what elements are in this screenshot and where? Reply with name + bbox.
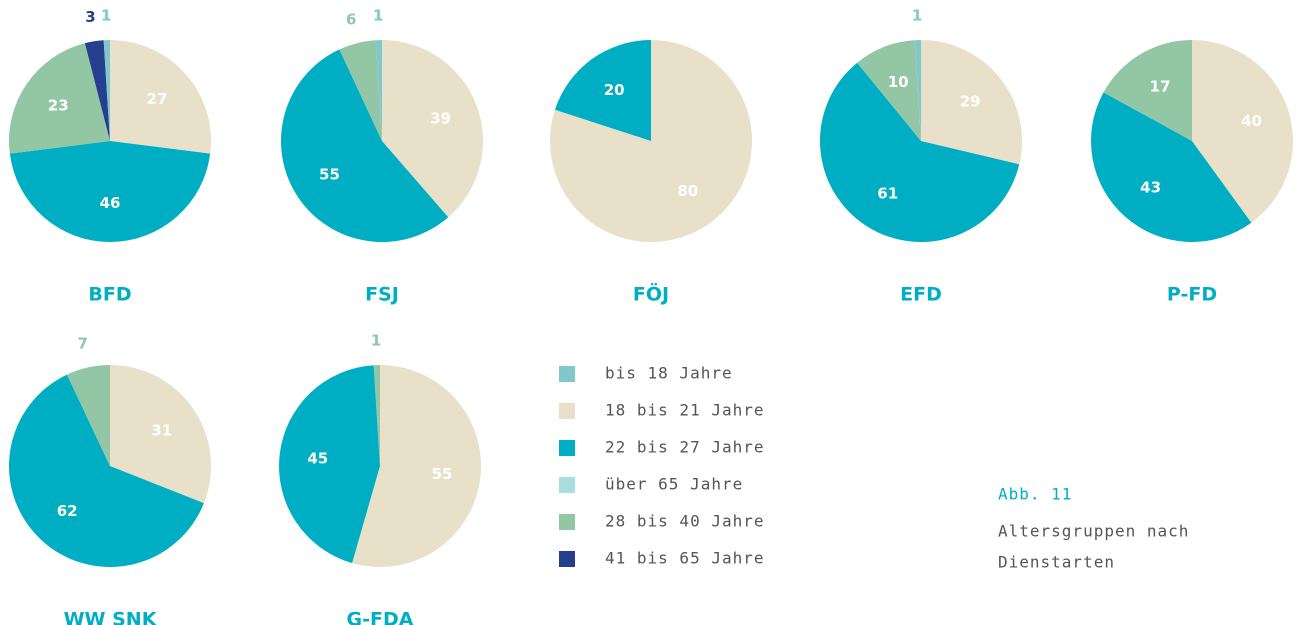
- slice-label: 1: [373, 7, 383, 25]
- pie-slice: [339, 40, 382, 141]
- slice-label: 7: [78, 335, 88, 353]
- pie-slice: [8, 43, 110, 154]
- pie-slice: [820, 62, 1020, 242]
- pie-slice: [1091, 92, 1252, 243]
- pie-title: WW SNK: [64, 609, 158, 625]
- pie-title: BFD: [88, 284, 131, 306]
- legend-swatch: [559, 366, 575, 382]
- slice-label: 3: [85, 8, 95, 26]
- slice-label: 6: [346, 10, 356, 28]
- pie-title: FSJ: [365, 284, 399, 306]
- slice-label: 1: [371, 332, 381, 350]
- pie-slice: [352, 365, 481, 567]
- caption-label: Abb. 11: [998, 485, 1072, 504]
- pie-title: FÖJ: [633, 282, 669, 306]
- pie-slice: [382, 40, 483, 218]
- legend-swatch: [559, 403, 575, 419]
- pie-slice: [110, 365, 211, 504]
- pie-title: P-FD: [1167, 284, 1217, 306]
- slice-label: 10: [888, 73, 909, 91]
- legend-label: über 65 Jahre: [605, 475, 743, 494]
- pie-slice: [280, 49, 449, 243]
- pie-title: G-FDA: [347, 609, 414, 625]
- pie-slice: [103, 40, 110, 141]
- pie-slice: [375, 40, 382, 141]
- slice-label: 1: [101, 7, 111, 25]
- pie-slice: [278, 365, 380, 564]
- pie-slice: [554, 40, 651, 141]
- slice-label: 39: [430, 110, 451, 128]
- slice-label: 45: [307, 450, 328, 468]
- slice-label: 43: [1140, 178, 1161, 196]
- caption-line: Altersgruppen nach: [998, 522, 1189, 541]
- pie-slice: [66, 365, 110, 466]
- slice-label: 20: [604, 81, 625, 99]
- slice-label: 40: [1241, 112, 1262, 130]
- slice-label: 61: [877, 185, 898, 203]
- pie-slice: [921, 40, 1022, 165]
- legend-swatch: [559, 477, 575, 493]
- slice-label: 31: [151, 421, 172, 439]
- pie-slice: [8, 374, 204, 567]
- legend-label: bis 18 Jahre: [605, 364, 733, 383]
- pie-title: EFD: [900, 284, 942, 306]
- pie-slice: [1192, 40, 1294, 223]
- slice-label: 80: [677, 182, 698, 200]
- legend-label: 18 bis 21 Jahre: [605, 401, 765, 420]
- slice-label: 1: [912, 7, 922, 25]
- legend-swatch: [559, 440, 575, 456]
- pie-slice: [110, 40, 212, 154]
- pie-slice: [84, 40, 110, 142]
- pie-slice: [1103, 40, 1192, 141]
- slice-label: 62: [57, 502, 78, 520]
- legend-swatch: [559, 514, 575, 530]
- slice-label: 27: [147, 90, 168, 108]
- legend-label: 28 bis 40 Jahre: [605, 512, 765, 531]
- pie-slice: [914, 40, 921, 141]
- pie-slice: [373, 365, 380, 466]
- slice-label: 29: [960, 93, 981, 111]
- slice-label: 55: [432, 465, 453, 483]
- caption-line: Dienstarten: [998, 553, 1115, 572]
- slice-label: 46: [100, 194, 121, 212]
- slice-label: 55: [319, 166, 340, 184]
- slice-label: 23: [48, 96, 69, 114]
- slice-label: 17: [1150, 78, 1171, 96]
- legend-label: 41 bis 65 Jahre: [605, 549, 765, 568]
- legend-label: 22 bis 27 Jahre: [605, 438, 765, 457]
- pie-slice: [9, 141, 211, 242]
- pie-slice: [857, 40, 921, 141]
- legend-swatch: [559, 551, 575, 567]
